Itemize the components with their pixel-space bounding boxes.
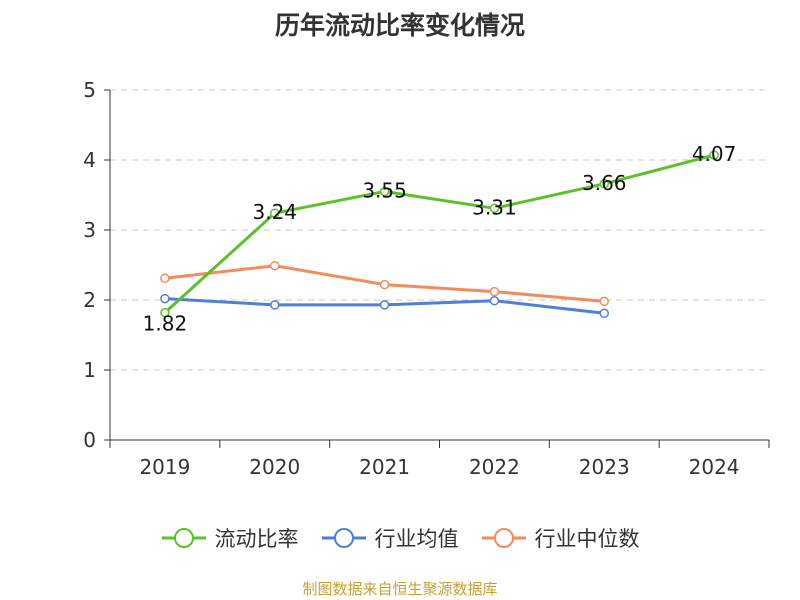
legend-label: 行业中位数: [534, 527, 640, 551]
data-point: [599, 308, 609, 319]
data-label: 3.31: [472, 195, 517, 219]
legend-marker-icon: [161, 528, 206, 548]
data-label: 3.24: [252, 200, 297, 224]
data-point: [379, 186, 390, 197]
data-point: [599, 179, 609, 189]
y-tick-label: 1: [83, 358, 96, 382]
data-point: [599, 296, 609, 307]
x-tick-label: 2022: [469, 455, 520, 479]
chart-title: 历年流动比率变化情况: [274, 11, 525, 40]
y-tick-label: 5: [83, 78, 96, 102]
legend-item[interactable]: 流动比率: [161, 523, 299, 553]
x-tick-label: 2024: [689, 455, 740, 479]
source-note: 制图数据来自恒生聚源数据库: [302, 580, 498, 598]
data-point: [379, 279, 390, 290]
data-point: [379, 300, 390, 310]
data-point: [709, 150, 719, 160]
x-tick-label: 2021: [359, 455, 410, 479]
data-point: [489, 295, 500, 306]
data-point: [489, 286, 500, 297]
y-tick-label: 4: [83, 148, 96, 172]
data-label: 4.07: [692, 142, 737, 166]
data-point: [270, 260, 280, 271]
data-point: [489, 203, 500, 214]
legend-label: 流动比率: [214, 527, 299, 551]
legend: 流动比率 行业均值 行业中位数: [0, 520, 800, 556]
legend-marker-icon: [481, 528, 526, 548]
data-point: [270, 300, 280, 310]
y-tick-label: 2: [83, 288, 96, 312]
data-point: [160, 293, 170, 304]
legend-item[interactable]: 行业中位数: [481, 523, 640, 553]
data-label: 3.66: [582, 171, 627, 195]
legend-item[interactable]: 行业均值: [321, 523, 459, 553]
legend-marker-icon: [321, 528, 366, 548]
y-tick-label: 3: [83, 218, 96, 242]
data-label: 3.55: [362, 179, 407, 203]
x-tick-label: 2023: [579, 455, 630, 479]
y-tick-label: 0: [83, 428, 96, 452]
x-tick-label: 2019: [139, 455, 190, 479]
data-label: 1.82: [143, 312, 188, 336]
data-point: [160, 273, 170, 284]
data-point: [270, 208, 280, 218]
data-point: [160, 307, 170, 318]
x-tick-label: 2020: [249, 455, 300, 479]
legend-label: 行业均值: [374, 527, 459, 551]
series-line: [163, 153, 715, 314]
